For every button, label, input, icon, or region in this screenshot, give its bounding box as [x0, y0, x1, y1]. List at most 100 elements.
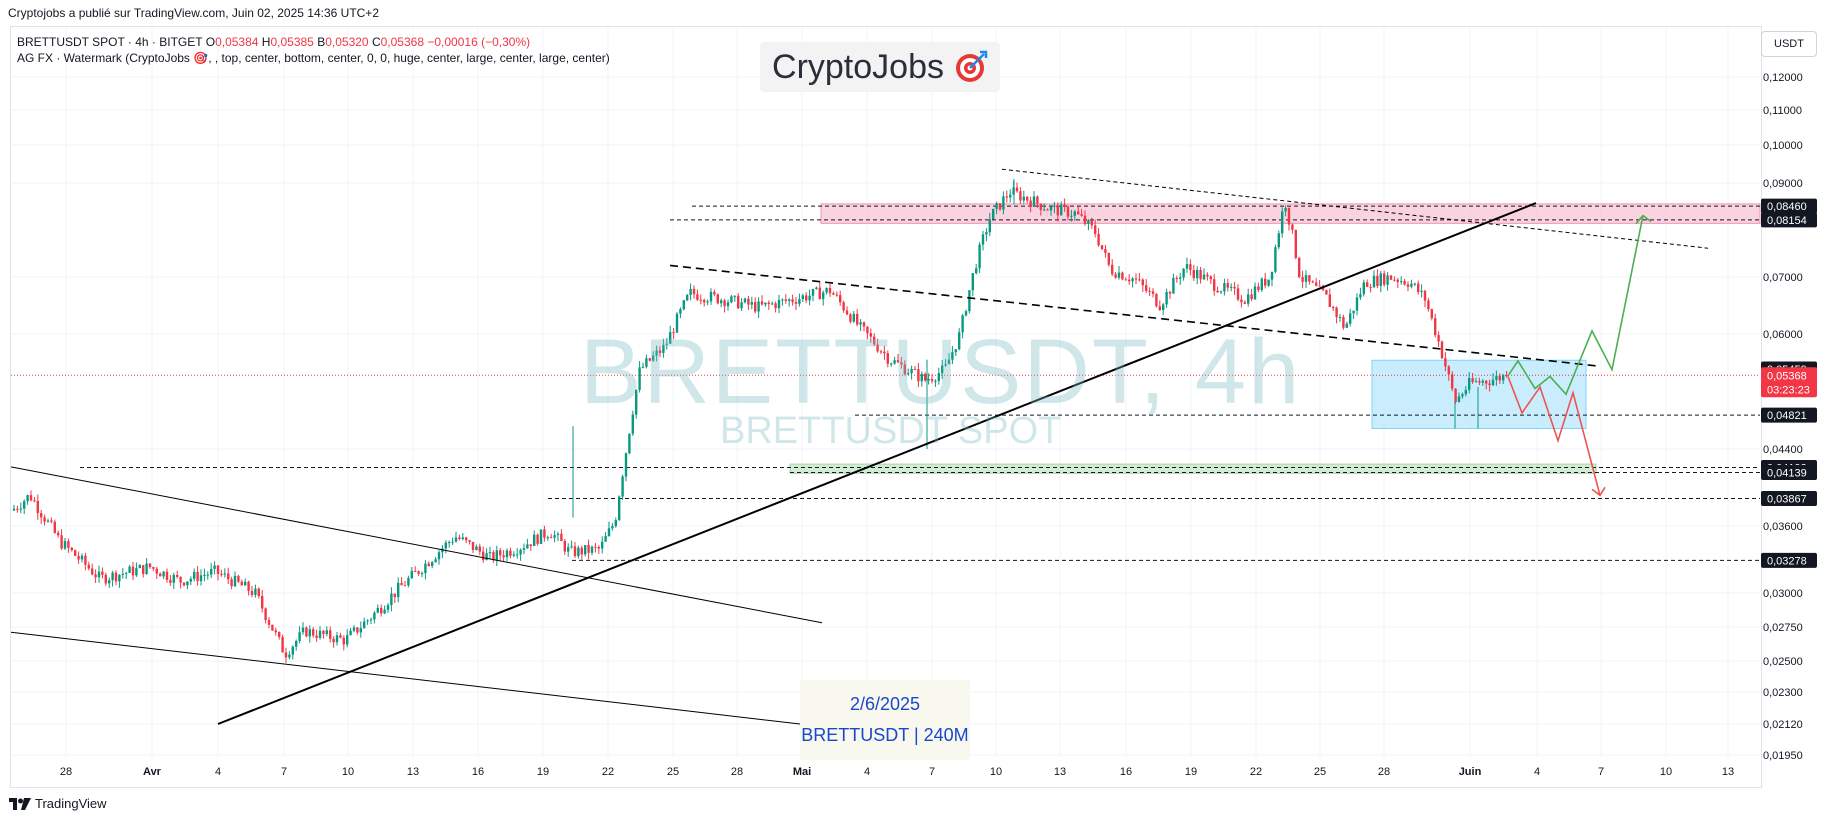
candle-body — [543, 529, 546, 538]
candle-body — [1138, 279, 1141, 281]
caption-box: 2/6/2025 BRETTUSDT | 240M — [800, 680, 970, 760]
candle-body — [509, 550, 512, 556]
indicator-legend[interactable]: AG FX · Watermark (CryptoJobs 🎯, , top, … — [17, 51, 610, 65]
time-tick-label: 10 — [990, 766, 1002, 778]
price-label-text: 0,05368 — [1767, 370, 1807, 382]
candle-body — [556, 533, 560, 536]
candle-body — [77, 555, 80, 560]
candle-body — [1325, 290, 1328, 295]
candle-body — [182, 582, 186, 586]
candle-body — [162, 571, 165, 577]
candle-body — [203, 574, 206, 576]
candle-body — [1389, 275, 1393, 280]
candle-body — [1434, 318, 1437, 336]
candle-body — [1087, 220, 1090, 224]
candle-body — [658, 350, 662, 353]
candle-body — [859, 322, 862, 325]
candle-body — [1328, 294, 1331, 307]
candle-body — [1376, 275, 1379, 286]
legend-change: −0,00016 (−0,30%) — [427, 35, 531, 49]
candle-body — [968, 290, 971, 312]
candle-body — [1502, 375, 1505, 381]
candle-body — [740, 302, 743, 309]
time-tick-label: 16 — [472, 766, 484, 778]
candle-body — [434, 559, 437, 563]
candle-body — [60, 535, 63, 549]
candle-body — [261, 596, 264, 609]
bar-countdown-text: 03:23:23 — [1767, 384, 1810, 396]
tradingview-footer[interactable]: TradingView — [9, 796, 107, 811]
candle-body — [1444, 358, 1447, 367]
candle-body — [1233, 286, 1236, 289]
candle-body — [828, 287, 832, 294]
candle-body — [611, 526, 614, 529]
candle-body — [924, 373, 927, 381]
candle-body — [1427, 300, 1430, 310]
candle-body — [1253, 286, 1257, 300]
candle-body — [363, 621, 366, 629]
candle-body — [152, 567, 155, 569]
candle-body — [1019, 191, 1022, 201]
candle-body — [196, 571, 199, 582]
candle-body — [757, 301, 760, 312]
zones — [789, 203, 1761, 474]
time-tick-label: 7 — [929, 766, 935, 778]
bearish-path — [1507, 376, 1601, 496]
legend-symbol[interactable]: BRETTUSDT SPOT · 4h · BITGET — [17, 35, 203, 49]
candle-body — [1420, 290, 1423, 293]
bullish-arrowhead — [1635, 214, 1652, 225]
candle-body — [114, 572, 118, 582]
candle-body — [1022, 196, 1025, 201]
candle-body — [1264, 278, 1267, 286]
candle-body — [1172, 278, 1175, 294]
candle-body — [1145, 285, 1148, 291]
price-tick-label: 0,11000 — [1763, 105, 1802, 117]
candle-body — [53, 521, 56, 533]
candle-body — [1362, 282, 1365, 295]
candle-body — [866, 326, 869, 334]
candle-body — [703, 299, 706, 303]
candle-body — [468, 540, 471, 542]
legend-close: 0,05368 — [380, 35, 425, 49]
candle-body — [1121, 272, 1124, 280]
candle-body — [206, 574, 209, 576]
candle-body — [46, 520, 50, 522]
price-label-text: 0,04821 — [1767, 410, 1807, 422]
candle-body — [1304, 275, 1308, 282]
candle-body — [1488, 383, 1491, 386]
candle-body — [1199, 270, 1202, 280]
candle-body — [699, 299, 702, 301]
candle-body — [1196, 270, 1199, 279]
candle-body — [1185, 264, 1189, 269]
candle-body — [104, 574, 107, 584]
candle-body — [223, 573, 226, 575]
candle-body — [580, 547, 583, 555]
candle-body — [1257, 286, 1260, 291]
candle-body — [1372, 275, 1376, 288]
channel-upper-line — [10, 466, 823, 624]
currency-button[interactable]: USDT — [1761, 31, 1817, 57]
candle-body — [1077, 211, 1080, 215]
candle-body — [448, 542, 451, 544]
time-tick-label: 10 — [342, 766, 354, 778]
candle-body — [815, 287, 818, 289]
ascending-trendline — [217, 202, 1537, 725]
candle-body — [934, 380, 937, 382]
time-tick-label: Avr — [143, 766, 162, 778]
candle-body — [29, 495, 33, 501]
candle-body — [1386, 275, 1389, 285]
candle-body — [332, 638, 335, 643]
legend-high-label: H — [261, 35, 271, 49]
candle-body — [529, 544, 532, 546]
candle-body — [291, 646, 294, 655]
candle-body — [1505, 375, 1508, 377]
candle-body — [128, 566, 131, 573]
candle-body — [947, 359, 951, 365]
resistance-zone — [820, 203, 1761, 224]
candle-body — [546, 537, 549, 539]
candle-body — [393, 593, 396, 598]
candle-body — [577, 547, 580, 557]
candle-body — [91, 568, 94, 575]
